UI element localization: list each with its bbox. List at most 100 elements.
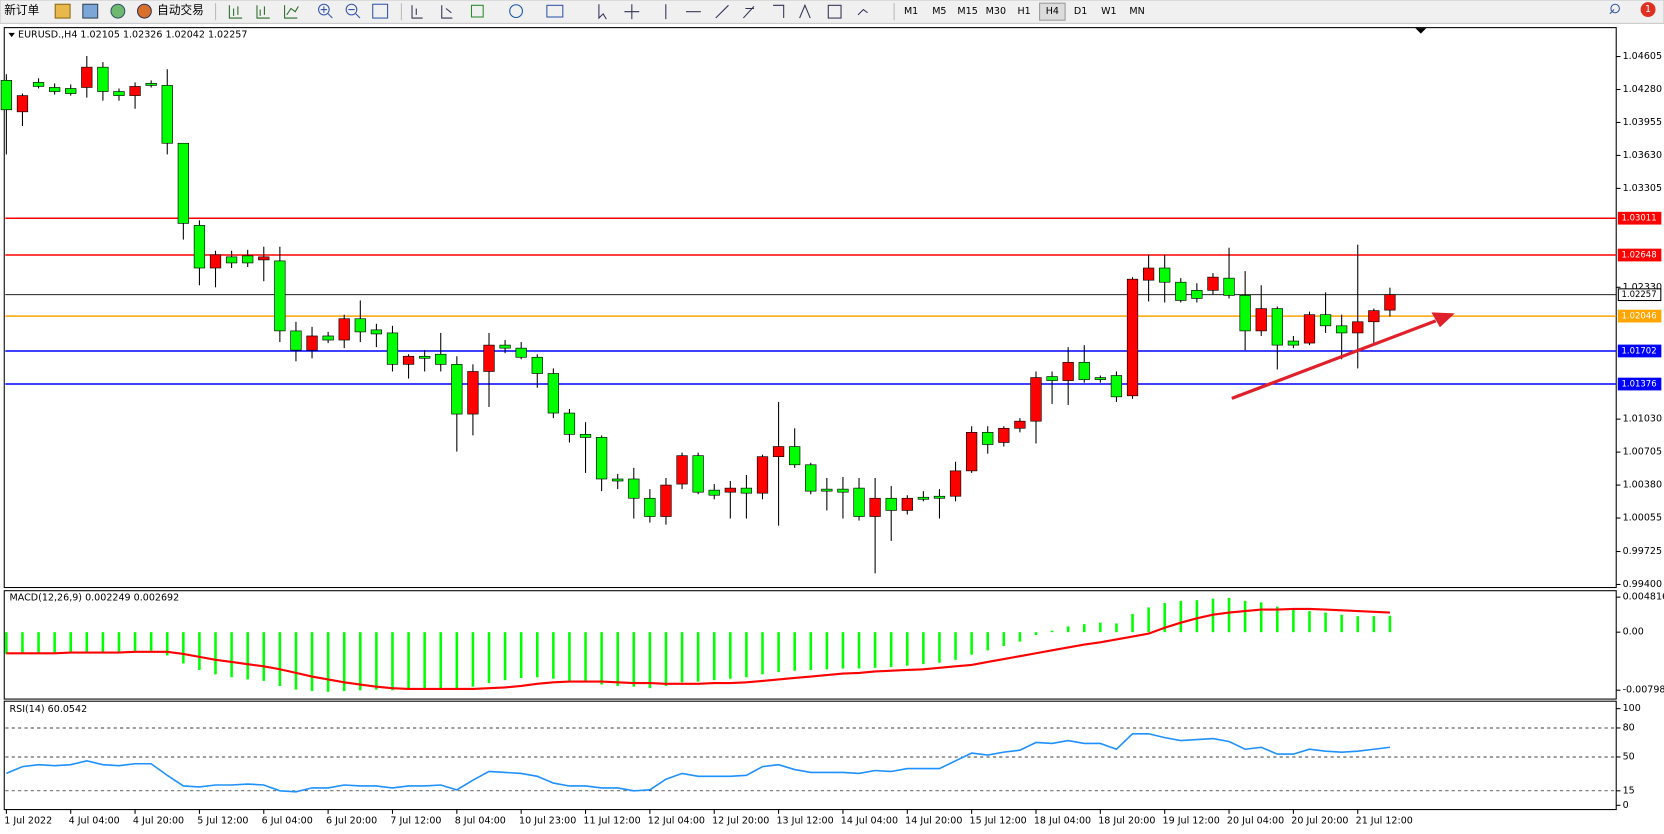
macd-bar — [664, 632, 668, 686]
candle-body — [933, 495, 946, 499]
auto-trading-button[interactable]: 自动交易 — [157, 3, 204, 17]
macd-bar — [1195, 600, 1199, 633]
candle-body — [274, 260, 286, 332]
chart-type-icons[interactable] — [228, 5, 299, 19]
macd-bar — [535, 632, 539, 678]
candle-body — [49, 87, 61, 92]
x-tick-label: 1 Jul 2022 — [4, 816, 52, 827]
macd-bar — [1340, 614, 1343, 633]
auto-trading-icon[interactable] — [136, 3, 152, 19]
macd-bar — [680, 632, 684, 683]
candle-body — [290, 330, 302, 351]
signal-line — [6, 607, 1390, 690]
timeframe-button[interactable]: W1 — [1101, 6, 1117, 17]
candle-body — [998, 427, 1010, 443]
timeframe-button[interactable]: M5 — [932, 6, 946, 17]
level-label-box — [1617, 248, 1662, 262]
candle-body — [242, 255, 254, 264]
macd-bar — [1356, 616, 1360, 633]
timeframe-button[interactable]: D1 — [1074, 6, 1087, 17]
candle-body — [1094, 377, 1106, 380]
timeframe-button[interactable]: H4 — [1046, 6, 1059, 17]
macd-bar — [391, 632, 394, 691]
candle-body — [853, 487, 865, 517]
timeframe-button[interactable]: MN — [1129, 6, 1144, 17]
macd-bar — [712, 632, 716, 681]
x-tick-label: 19 Jul 12:00 — [1163, 816, 1220, 827]
timeframe-button[interactable]: M30 — [986, 6, 1006, 17]
notification-badge[interactable] — [1640, 2, 1656, 17]
candle-body — [966, 432, 978, 472]
y-tick-label: 1.04605 — [1623, 51, 1662, 62]
x-tick-label: 18 Jul 20:00 — [1098, 816, 1155, 827]
candle-body — [1239, 295, 1251, 332]
candle-body — [1352, 321, 1364, 334]
macd-bar — [1292, 609, 1295, 633]
y-tick-label: 1.04280 — [1623, 84, 1662, 95]
candle-body — [724, 487, 736, 493]
macd-bar — [423, 632, 426, 689]
macd-bar — [938, 632, 941, 663]
candle-body — [547, 373, 559, 414]
x-tick-label: 6 Jul 20:00 — [326, 816, 377, 827]
y-tick-label: 1.01030 — [1623, 414, 1662, 425]
candle-body — [258, 256, 270, 261]
timeframe-button[interactable]: M15 — [957, 6, 977, 17]
macd-bar — [1066, 626, 1070, 633]
macd-bar — [825, 632, 829, 670]
zoom-icons[interactable] — [318, 3, 389, 19]
candle-body — [772, 446, 785, 457]
candle-body — [805, 464, 817, 492]
rsi-line — [6, 732, 1391, 793]
macd-panel-frame — [3, 590, 1617, 700]
macd-bar — [455, 632, 459, 689]
candle-body — [579, 434, 592, 438]
arrow-shaft — [1231, 319, 1437, 400]
macd-bar — [182, 632, 185, 664]
macd-bar — [133, 632, 137, 652]
icon[interactable] — [110, 3, 126, 19]
icon[interactable] — [54, 3, 71, 19]
tool-icons[interactable] — [411, 3, 868, 20]
level-label-box — [1617, 211, 1662, 225]
macd-bar — [1259, 602, 1263, 633]
candle-body — [370, 329, 383, 335]
macd-bar — [761, 632, 764, 675]
macd-bar — [37, 632, 40, 654]
macd-bar — [906, 632, 909, 666]
macd-bar — [809, 632, 813, 670]
macd-bar — [1308, 611, 1311, 633]
timeframe-button[interactable]: H1 — [1017, 6, 1030, 17]
candle-body — [499, 344, 511, 349]
macd-bar — [600, 632, 603, 685]
x-tick-label: 13 Jul 12:00 — [776, 816, 833, 827]
x-tick-label: 6 Jul 04:00 — [262, 816, 313, 827]
macd-bar — [1018, 632, 1022, 642]
level-label: 1.01702 — [1622, 346, 1657, 356]
candle-body — [708, 489, 720, 496]
x-tick-label: 5 Jul 12:00 — [197, 816, 248, 827]
x-tick-label: 21 Jul 12:00 — [1356, 816, 1413, 827]
macd-bar — [230, 632, 233, 678]
macd-bar — [487, 632, 491, 684]
macd-bar — [841, 632, 845, 669]
x-tick-label: 4 Jul 20:00 — [133, 816, 184, 827]
search-icon[interactable] — [1610, 3, 1620, 14]
toolbar-bg — [0, 0, 1664, 24]
macd-bar — [471, 632, 475, 687]
icon[interactable] — [82, 3, 99, 19]
macd-bar — [729, 632, 732, 679]
candle-body — [692, 455, 704, 493]
timeframe-bar: M1 M5 M15 M30 H1 H4 D1 W1 MN — [904, 2, 1145, 21]
candle-body — [338, 318, 350, 341]
macd-bar — [1163, 603, 1166, 633]
timeframe-button[interactable]: M1 — [904, 6, 918, 17]
candle-body — [483, 344, 495, 372]
macd-bar — [246, 632, 249, 680]
macd-bar — [793, 632, 796, 671]
x-tick-label: 4 Jul 04:00 — [69, 816, 120, 827]
new-order-button[interactable]: 新订单 — [4, 3, 39, 17]
macd-bar — [503, 632, 507, 681]
